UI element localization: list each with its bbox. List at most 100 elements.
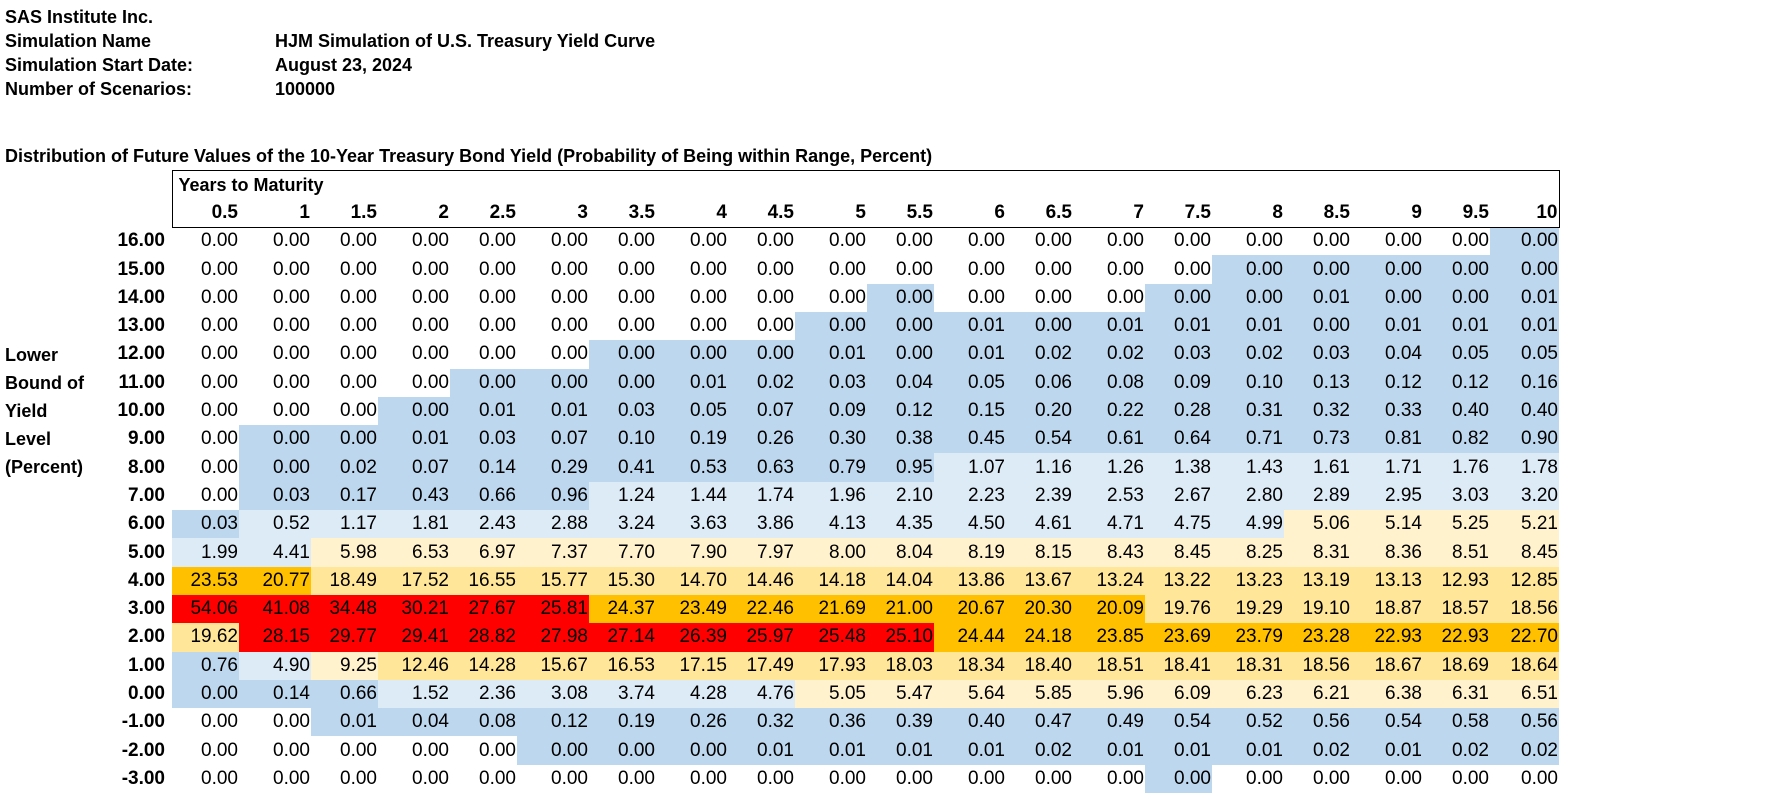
- table-row: 1.00 0.76 4.90 9.25 12.46 14.28 15.67 16.53 17.1…: [0, 651, 1559, 680]
- value-cell: 0.00: [1423, 227, 1490, 256]
- value-cell: 0.00: [589, 283, 656, 312]
- value-cell: 18.03: [867, 651, 934, 680]
- value-cell: 0.06: [1006, 368, 1073, 397]
- value-cell: 0.00: [311, 255, 378, 284]
- blank-left-cell: [0, 312, 102, 340]
- value-cell: 0.01: [934, 736, 1006, 765]
- value-cell: 0.00: [867, 311, 934, 341]
- value-cell: 5.05: [795, 679, 867, 709]
- value-cell: 0.00: [450, 311, 517, 341]
- value-cell: 0.00: [728, 255, 795, 284]
- value-cell: 0.01: [1490, 311, 1559, 341]
- value-cell: 17.15: [656, 651, 728, 680]
- value-cell: 21.69: [795, 594, 867, 624]
- value-cell: 0.32: [1284, 396, 1351, 426]
- value-cell: 0.00: [795, 311, 867, 341]
- year-header-cell: 6: [934, 198, 1006, 228]
- row-axis-label: Lower Bound of Yield Level (Percent): [0, 340, 102, 481]
- value-cell: 0.00: [172, 227, 239, 256]
- value-cell: 1.17: [311, 510, 378, 539]
- value-cell: 1.43: [1212, 453, 1284, 482]
- value-cell: 8.45: [1145, 538, 1212, 567]
- value-cell: 3.24: [589, 510, 656, 539]
- value-cell: 0.01: [1490, 283, 1559, 312]
- value-cell: 0.66: [311, 679, 378, 709]
- value-cell: 0.95: [867, 453, 934, 482]
- value-cell: 0.14: [239, 679, 311, 709]
- value-cell: 1.78: [1490, 453, 1559, 482]
- row-label: -1.00: [121, 711, 165, 733]
- value-cell: 0.03: [1145, 340, 1212, 369]
- value-cell: 2.10: [867, 481, 934, 511]
- value-cell: 0.03: [795, 368, 867, 397]
- value-cell: 1.07: [934, 453, 1006, 482]
- value-cell: 0.00: [1351, 255, 1423, 284]
- value-cell: 0.01: [311, 708, 378, 737]
- year-header-cell: 1: [239, 198, 311, 228]
- value-cell: 18.31: [1212, 651, 1284, 680]
- value-cell: 6.31: [1423, 679, 1490, 709]
- value-cell: 30.21: [378, 594, 450, 624]
- value-cell: 28.15: [239, 623, 311, 652]
- value-cell: 0.40: [934, 708, 1006, 737]
- scenarios-row: Number of Scenarios: 100000: [5, 77, 335, 101]
- value-cell: 0.02: [1006, 340, 1073, 369]
- value-cell: 0.03: [239, 481, 311, 511]
- value-cell: 26.39: [656, 623, 728, 652]
- value-cell: 0.00: [311, 311, 378, 341]
- value-cell: 4.28: [656, 679, 728, 709]
- value-cell: 2.23: [934, 481, 1006, 511]
- value-cell: 18.67: [1351, 651, 1423, 680]
- value-cell: 0.14: [450, 453, 517, 482]
- value-cell: 0.26: [728, 425, 795, 454]
- value-cell: 0.01: [378, 425, 450, 454]
- value-cell: 19.62: [172, 623, 239, 652]
- value-cell: 8.15: [1006, 538, 1073, 567]
- value-cell: 0.00: [1490, 255, 1559, 284]
- value-cell: 18.34: [934, 651, 1006, 680]
- value-cell: 0.00: [656, 736, 728, 765]
- value-cell: 0.00: [1351, 283, 1423, 312]
- value-cell: 3.08: [517, 679, 589, 709]
- row-axis-label-line: Lower: [5, 345, 59, 366]
- value-cell: 22.70: [1490, 623, 1559, 652]
- table-row: 13.00 0.00 0.00 0.00 0.00 0.00 0.00 0.00 0.00 0.0…: [0, 311, 1559, 341]
- years-header-row: Years to Maturity: [0, 169, 1560, 199]
- value-cell: 2.67: [1145, 481, 1212, 511]
- row-label: 7.00: [128, 484, 165, 506]
- value-cell: 28.82: [450, 623, 517, 652]
- value-cell: 0.00: [450, 283, 517, 312]
- value-cell: 5.14: [1351, 510, 1423, 539]
- value-cell: 0.00: [239, 227, 311, 256]
- value-cell: 0.00: [1351, 227, 1423, 256]
- value-cell: 29.41: [378, 623, 450, 652]
- table-row: 3.00 54.06 41.08 34.48 30.21 27.67 25.81 24.37 2…: [0, 594, 1559, 624]
- value-cell: 0.00: [934, 227, 1006, 256]
- value-cell: 0.03: [589, 396, 656, 426]
- value-cell: 0.00: [1073, 227, 1145, 256]
- value-cell: 2.43: [450, 510, 517, 539]
- value-cell: 0.00: [589, 340, 656, 369]
- value-cell: 0.00: [517, 283, 589, 312]
- value-cell: 0.76: [172, 651, 239, 680]
- value-cell: 0.00: [311, 764, 378, 794]
- blank-left-cell: [0, 284, 102, 312]
- value-cell: 41.08: [239, 594, 311, 624]
- value-cell: 23.53: [172, 566, 239, 595]
- value-cell: 0.52: [1212, 708, 1284, 737]
- value-cell: 0.00: [378, 368, 450, 397]
- value-cell: 0.01: [795, 340, 867, 369]
- value-cell: 0.00: [172, 283, 239, 312]
- value-cell: 18.41: [1145, 651, 1212, 680]
- value-cell: 0.00: [1212, 283, 1284, 312]
- value-cell: 0.00: [450, 368, 517, 397]
- value-cell: 0.22: [1073, 396, 1145, 426]
- value-cell: 0.54: [1351, 708, 1423, 737]
- value-cell: 0.00: [1351, 764, 1423, 794]
- value-cell: 0.12: [1423, 368, 1490, 397]
- year-header-cell: 9.5: [1423, 198, 1490, 228]
- table-row: -3.00 0.00 0.00 0.00 0.00 0.00 0.00 0.00 0.00 0.0…: [0, 764, 1559, 794]
- value-cell: 1.16: [1006, 453, 1073, 482]
- value-cell: 18.64: [1490, 651, 1559, 680]
- value-cell: 0.00: [656, 255, 728, 284]
